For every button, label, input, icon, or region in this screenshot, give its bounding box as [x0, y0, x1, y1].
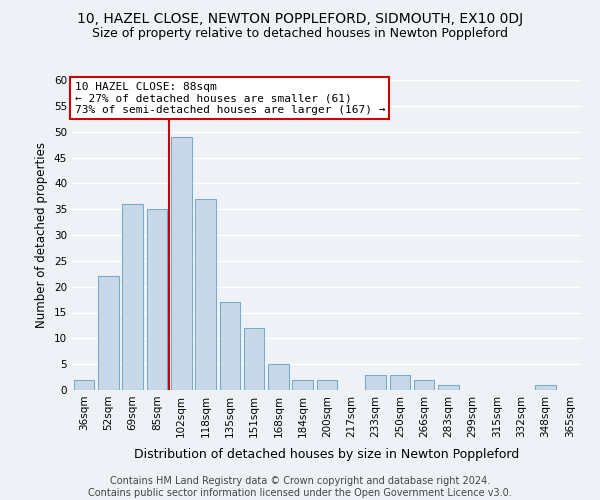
Bar	[365, 374, 386, 390]
Bar	[292, 380, 313, 390]
Bar	[438, 385, 459, 390]
Text: 10, HAZEL CLOSE, NEWTON POPPLEFORD, SIDMOUTH, EX10 0DJ: 10, HAZEL CLOSE, NEWTON POPPLEFORD, SIDM…	[77, 12, 523, 26]
Bar	[171, 137, 191, 390]
Bar	[535, 385, 556, 390]
Bar	[268, 364, 289, 390]
Text: Contains HM Land Registry data © Crown copyright and database right 2024.
Contai: Contains HM Land Registry data © Crown c…	[88, 476, 512, 498]
Bar	[244, 328, 265, 390]
Bar	[146, 209, 167, 390]
Bar	[414, 380, 434, 390]
Bar	[98, 276, 119, 390]
Bar	[317, 380, 337, 390]
X-axis label: Distribution of detached houses by size in Newton Poppleford: Distribution of detached houses by size …	[134, 448, 520, 461]
Bar	[122, 204, 143, 390]
Text: Size of property relative to detached houses in Newton Poppleford: Size of property relative to detached ho…	[92, 28, 508, 40]
Bar	[195, 199, 216, 390]
Bar	[74, 380, 94, 390]
Bar	[220, 302, 240, 390]
Bar	[389, 374, 410, 390]
Y-axis label: Number of detached properties: Number of detached properties	[35, 142, 49, 328]
Text: 10 HAZEL CLOSE: 88sqm
← 27% of detached houses are smaller (61)
73% of semi-deta: 10 HAZEL CLOSE: 88sqm ← 27% of detached …	[74, 82, 385, 115]
